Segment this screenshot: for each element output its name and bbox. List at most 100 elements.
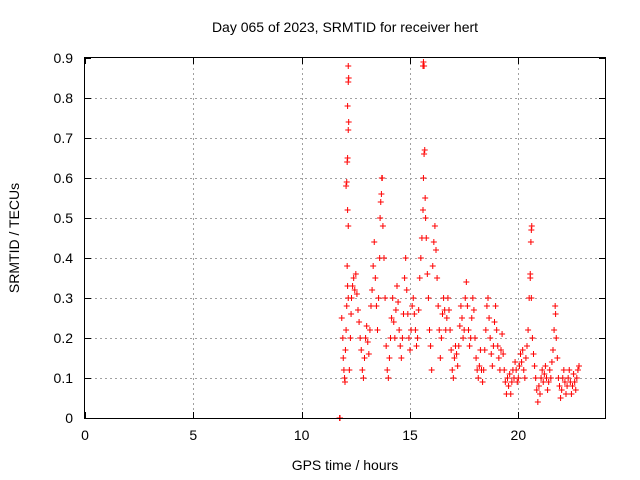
data-point [527,239,534,245]
x-tick-label: 10 [294,427,310,443]
data-point [397,343,404,349]
data-point [369,287,376,293]
data-point [372,275,379,281]
data-point [424,271,431,277]
data-point [565,375,572,381]
data-point [431,223,438,229]
data-point [390,319,397,325]
data-point [533,387,540,393]
data-point [348,311,355,317]
data-point [405,335,412,341]
data-point [472,335,478,341]
data-point [443,315,450,321]
data-point [453,351,460,357]
data-point [342,379,348,385]
data-point [550,347,556,353]
data-point [512,359,519,365]
data-point [409,303,416,309]
data-point [544,387,551,393]
data-point [416,275,423,281]
data-point [460,335,467,341]
data-point [402,255,409,261]
data-point [339,335,346,341]
data-point [394,283,400,289]
chart-title: Day 065 of 2023, SRMTID for receiver her… [212,19,478,35]
data-point [374,327,381,333]
data-point [340,355,347,361]
data-point [473,355,480,361]
data-point [470,307,477,313]
data-point [379,175,386,181]
data-point [570,371,577,377]
data-point [438,335,445,341]
data-point [422,195,429,201]
data-point [411,311,418,317]
data-point [517,351,524,357]
data-point [343,183,350,189]
data-point [519,347,526,353]
data-point [378,191,385,197]
data-point [436,327,443,333]
data-point [500,351,507,357]
data-point [505,383,512,389]
data-point [425,295,432,301]
data-point [462,295,469,301]
data-point [528,295,535,301]
data-point [407,347,413,353]
data-point [542,363,549,369]
data-point [370,263,377,269]
data-point [398,355,405,361]
data-point [356,319,363,325]
data-point [513,367,520,373]
data-point [485,295,491,301]
data-point [522,355,529,361]
axis-ticks [85,58,605,419]
data-point [545,379,552,385]
data-point [437,355,444,361]
data-point [548,359,555,365]
data-point [427,343,434,349]
data-point [568,391,575,397]
data-point [389,295,396,301]
data-point [350,275,357,281]
data-point [391,335,398,341]
data-point [359,367,366,373]
data-point [352,271,359,277]
data-point [345,119,352,125]
data-point [404,311,411,317]
data-point [501,367,508,373]
plot-frame [84,57,606,419]
data-point [546,367,553,373]
data-point [456,323,463,329]
data-point [344,155,351,161]
data-point [396,327,403,333]
data-point [514,379,521,385]
data-point [351,287,358,293]
data-point [377,199,384,205]
y-tick-label: 0.8 [54,90,74,106]
data-point [539,367,546,373]
data-point [476,363,483,369]
data-point [559,375,566,381]
data-point [444,295,451,301]
data-point [483,303,490,309]
data-point [563,391,569,397]
data-point [373,303,380,309]
data-point [375,295,382,301]
data-point [401,275,408,281]
data-point [413,343,420,349]
data-point [451,355,458,361]
data-point [344,103,351,109]
data-point [534,399,541,405]
data-point [343,179,350,185]
data-point [564,383,571,389]
y-tick-label: 0.5 [54,210,74,226]
data-point [488,351,495,357]
data-point [420,59,427,65]
data-point [430,239,437,245]
data-point [362,335,369,341]
data-point [379,223,386,229]
data-point [434,275,441,281]
x-tick-label: 15 [402,427,418,443]
data-point [399,335,406,341]
